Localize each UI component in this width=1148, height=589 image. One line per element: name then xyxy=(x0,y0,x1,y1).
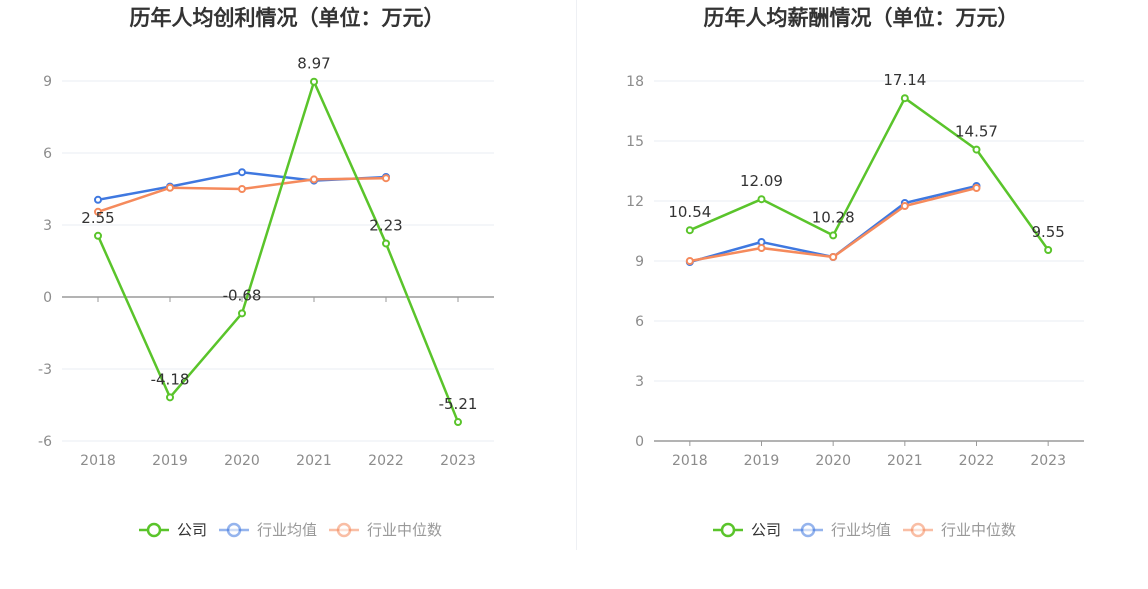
salary-per-capita-chart: 历年人均薪酬情况（单位：万元） 0 3 6 9 12 15 18 2018 2019 2020 20… xyxy=(574,0,1148,589)
data-label: -4.18 xyxy=(151,370,190,388)
series-line xyxy=(689,96,1050,251)
y-tick-label: -3 xyxy=(38,362,52,378)
data-label: -5.21 xyxy=(439,395,478,413)
legend-marker-icon xyxy=(226,522,242,538)
legend-label: 行业中位数 xyxy=(367,521,442,539)
y-tick-label: 0 xyxy=(635,434,644,450)
data-point[interactable] xyxy=(238,309,246,318)
x-tick-label: 2020 xyxy=(224,453,260,469)
salary-chart-svg: 0 3 6 9 12 15 18 2018 2019 2020 2021 2022 2023 10.54 1… xyxy=(626,71,1084,539)
y-tick-label: 9 xyxy=(635,254,644,270)
legend-item[interactable]: 行业中位数 xyxy=(329,521,442,539)
legend-marker-icon xyxy=(910,522,926,538)
x-tick-label: 2023 xyxy=(440,453,476,469)
data-point[interactable] xyxy=(238,185,246,193)
legend-label: 公司 xyxy=(177,521,207,539)
legend-item[interactable]: 行业中位数 xyxy=(903,521,1016,539)
data-point[interactable] xyxy=(757,244,766,252)
data-point[interactable] xyxy=(757,195,766,204)
chart-title: 历年人均薪酬情况（单位：万元） xyxy=(703,6,1019,30)
x-tick-label: 2020 xyxy=(815,453,851,469)
y-tick-label: 6 xyxy=(635,314,644,330)
x-tick-label: 2021 xyxy=(296,453,332,469)
data-point[interactable] xyxy=(1044,246,1053,254)
legend-marker-icon xyxy=(146,522,162,538)
data-point[interactable] xyxy=(972,184,981,192)
profit-per-capita-chart: 历年人均创利情况（单位：万元） -6 -3 0 3 6 9 2018 2019 2020 2021… xyxy=(38,6,494,539)
x-tick-label: 2021 xyxy=(887,453,923,469)
data-label: 2.55 xyxy=(81,209,114,227)
x-tick-label: 2019 xyxy=(152,453,188,469)
data-point[interactable] xyxy=(685,257,694,265)
x-tick-label: 2023 xyxy=(1030,453,1066,469)
x-tick-label: 2018 xyxy=(672,453,708,469)
data-point[interactable] xyxy=(382,174,390,183)
data-point[interactable] xyxy=(829,253,838,261)
data-point[interactable] xyxy=(685,226,694,235)
legend-item[interactable]: 行业均值 xyxy=(793,521,891,539)
data-label: 17.14 xyxy=(883,71,926,89)
data-label: 10.28 xyxy=(812,208,855,226)
legend-label: 公司 xyxy=(751,521,781,539)
data-point[interactable] xyxy=(454,418,462,427)
panel-divider xyxy=(576,0,577,550)
legend-item[interactable]: 行业均值 xyxy=(219,521,317,539)
legend-marker-icon xyxy=(720,522,736,538)
y-tick-label: 0 xyxy=(43,290,52,306)
legend-label: 行业中位数 xyxy=(941,521,1016,539)
data-label: 2.23 xyxy=(369,216,402,234)
data-point[interactable] xyxy=(900,94,909,103)
data-point[interactable] xyxy=(310,77,318,86)
profit-chart-svg: -6 -3 0 3 6 9 2018 2019 2020 2021 2022 2023 2.55 -4.1… xyxy=(38,55,494,539)
y-tick-label: 15 xyxy=(626,134,644,150)
data-label: 10.54 xyxy=(668,203,711,221)
x-tick-label: 2022 xyxy=(368,453,404,469)
data-label: 14.57 xyxy=(955,123,998,141)
data-label: -0.68 xyxy=(223,286,262,304)
y-tick-label: 3 xyxy=(635,374,644,390)
y-tick-label: -6 xyxy=(38,434,52,450)
data-point[interactable] xyxy=(382,239,390,248)
data-point[interactable] xyxy=(94,207,102,216)
data-point[interactable] xyxy=(310,175,318,184)
chart-title: 历年人均创利情况（单位：万元） xyxy=(129,6,445,30)
data-point[interactable] xyxy=(829,231,838,240)
x-tick-label: 2022 xyxy=(959,453,995,469)
y-tick-label: 6 xyxy=(43,146,52,162)
data-point[interactable] xyxy=(900,202,909,210)
legend-marker-icon xyxy=(800,522,816,538)
legend-label: 行业均值 xyxy=(831,521,891,539)
x-tick-label: 2019 xyxy=(744,453,780,469)
data-point[interactable] xyxy=(166,183,174,192)
series-line xyxy=(97,176,387,213)
legend-marker-icon xyxy=(336,522,352,538)
data-point[interactable] xyxy=(238,168,246,177)
data-point[interactable] xyxy=(972,145,981,154)
data-label: 8.97 xyxy=(297,55,330,73)
y-tick-label: 9 xyxy=(43,74,52,90)
data-point[interactable] xyxy=(166,393,174,402)
data-point[interactable] xyxy=(94,231,102,240)
data-point[interactable] xyxy=(94,195,102,204)
x-tick-label: 2018 xyxy=(80,453,116,469)
y-tick-label: 18 xyxy=(626,74,644,90)
data-label: 9.55 xyxy=(1031,223,1064,241)
legend-item[interactable]: 公司 xyxy=(713,521,781,539)
legend-item[interactable]: 公司 xyxy=(139,521,207,539)
y-tick-label: 12 xyxy=(626,194,644,210)
series-line xyxy=(96,80,460,423)
legend-label: 行业均值 xyxy=(257,521,317,539)
data-label: 12.09 xyxy=(740,172,783,190)
y-tick-label: 3 xyxy=(43,218,52,234)
